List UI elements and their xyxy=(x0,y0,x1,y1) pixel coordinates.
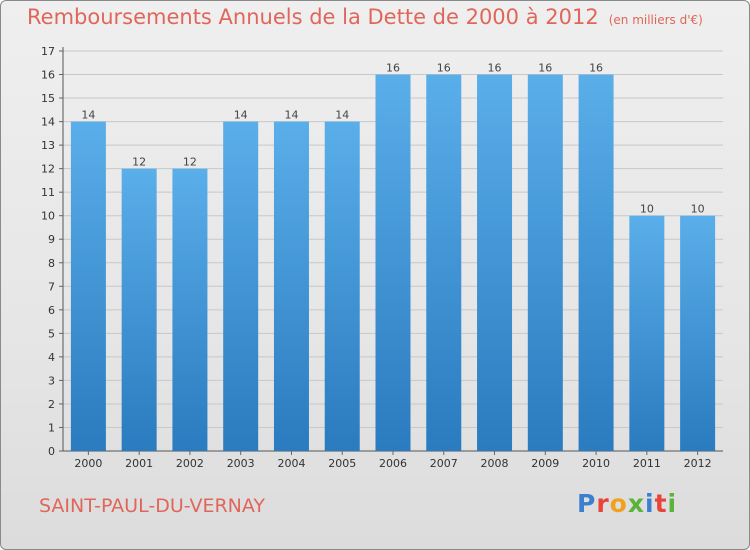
bar-value-label: 14 xyxy=(284,109,298,122)
city-name: SAINT-PAUL-DU-VERNAY xyxy=(39,495,266,517)
y-tick-label: 11 xyxy=(41,186,55,199)
x-tick-label: 2004 xyxy=(277,457,305,470)
y-tick-label: 6 xyxy=(48,304,55,317)
bar-value-label: 16 xyxy=(488,62,502,75)
x-tick-label: 2009 xyxy=(531,457,559,470)
bar xyxy=(680,215,716,451)
bar-value-label: 14 xyxy=(81,109,95,122)
bar-value-label: 12 xyxy=(132,156,146,169)
proxiti-logo: Proxiti xyxy=(577,489,677,518)
x-tick-label: 2011 xyxy=(633,457,661,470)
logo-letter: t xyxy=(654,489,668,518)
logo-letter: o xyxy=(609,489,628,518)
bar xyxy=(273,121,309,452)
bar-value-label: 16 xyxy=(589,62,603,75)
x-tick-label: 2003 xyxy=(227,457,255,470)
bar xyxy=(70,121,106,452)
y-tick-label: 15 xyxy=(41,92,55,105)
bar xyxy=(172,168,208,451)
bar xyxy=(121,168,157,451)
bar xyxy=(527,74,563,451)
y-tick-label: 13 xyxy=(41,139,55,152)
x-tick-label: 2007 xyxy=(430,457,458,470)
y-tick-label: 0 xyxy=(48,445,55,458)
bar-value-label: 14 xyxy=(335,109,349,122)
bar-value-label: 10 xyxy=(691,203,705,216)
chart-subtitle: (en milliers d'€) xyxy=(608,13,703,27)
bar-value-label: 14 xyxy=(234,109,248,122)
y-tick-label: 7 xyxy=(48,280,55,293)
y-tick-label: 10 xyxy=(41,210,55,223)
chart-title-text: Remboursements Annuels de la Dette de 20… xyxy=(27,5,599,29)
x-tick-label: 2006 xyxy=(379,457,407,470)
logo-letter: r xyxy=(596,489,610,518)
bar-value-label: 16 xyxy=(386,62,400,75)
y-tick-label: 12 xyxy=(41,163,55,176)
y-tick-label: 3 xyxy=(48,374,55,387)
y-tick-label: 1 xyxy=(48,421,55,434)
x-tick-label: 2005 xyxy=(328,457,356,470)
x-tick-label: 2012 xyxy=(684,457,712,470)
x-tick-label: 2001 xyxy=(125,457,153,470)
bar-value-label: 10 xyxy=(640,203,654,216)
bar xyxy=(426,74,462,451)
logo-letter: i xyxy=(645,489,655,518)
x-tick-label: 2000 xyxy=(74,457,102,470)
bar-value-label: 16 xyxy=(538,62,552,75)
logo-letter: x xyxy=(627,489,645,518)
bar xyxy=(477,74,513,451)
bar xyxy=(629,215,665,451)
bar xyxy=(223,121,259,452)
bar xyxy=(375,74,411,451)
y-tick-label: 4 xyxy=(48,351,55,364)
bar xyxy=(578,74,614,451)
y-tick-label: 14 xyxy=(41,116,55,129)
y-tick-label: 2 xyxy=(48,398,55,411)
x-tick-label: 2010 xyxy=(582,457,610,470)
y-tick-label: 17 xyxy=(41,45,55,58)
bar xyxy=(324,121,360,452)
y-tick-label: 8 xyxy=(48,257,55,270)
bar-value-label: 12 xyxy=(183,156,197,169)
logo-letter: P xyxy=(577,489,597,518)
x-tick-label: 2008 xyxy=(481,457,509,470)
logo-letter: i xyxy=(667,489,678,518)
y-tick-label: 16 xyxy=(41,69,55,82)
x-tick-label: 2002 xyxy=(176,457,204,470)
y-tick-label: 9 xyxy=(48,233,55,246)
chart-title: Remboursements Annuels de la Dette de 20… xyxy=(27,5,703,29)
bar-value-label: 16 xyxy=(437,62,451,75)
y-tick-label: 5 xyxy=(48,327,55,340)
